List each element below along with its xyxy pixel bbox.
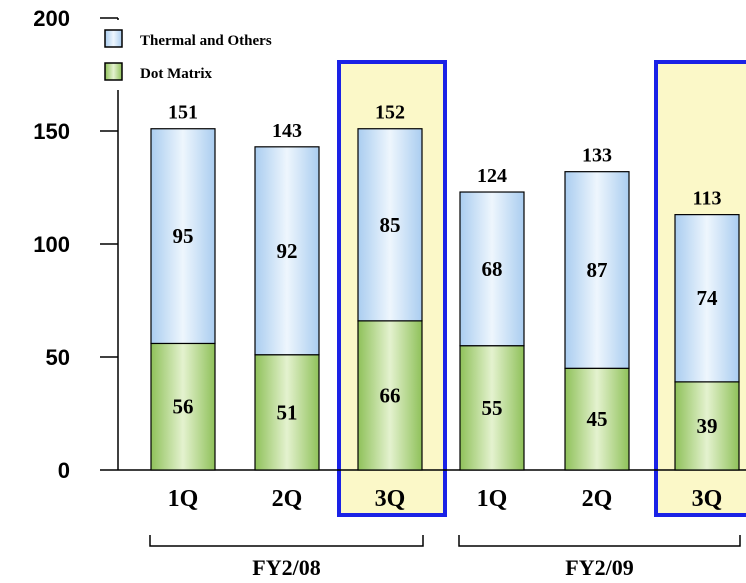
data-label-dot-matrix: 55: [482, 396, 503, 420]
legend-label-dot-matrix: Dot Matrix: [140, 66, 213, 82]
x-tick-label: 1Q: [477, 486, 508, 512]
data-label-thermal: 68: [482, 257, 503, 281]
data-label-dot-matrix: 39: [697, 414, 718, 438]
x-tick-label: 3Q: [375, 486, 406, 512]
data-label-thermal: 74: [697, 286, 719, 310]
data-label-thermal: 87: [587, 258, 608, 282]
data-label-thermal: 95: [173, 224, 194, 248]
group-label: FY2/09: [565, 555, 633, 580]
data-label-total: 133: [582, 145, 612, 167]
data-label-total: 143: [272, 120, 302, 142]
x-tick-label: 2Q: [582, 486, 613, 512]
bar-thermal-and-others: [254, 146, 320, 356]
bar-thermal-and-others: [150, 128, 216, 345]
data-label-dot-matrix: 66: [380, 383, 401, 407]
data-label-dot-matrix: 45: [587, 407, 608, 431]
data-label-dot-matrix: 56: [173, 395, 194, 419]
data-label-thermal: 92: [277, 239, 298, 263]
data-label-total: 113: [693, 188, 722, 210]
legend-swatch-thermal: [104, 29, 123, 48]
legend-swatch-dot-matrix: [104, 62, 123, 81]
x-tick-label: 2Q: [272, 486, 303, 512]
group-bracket: [458, 535, 741, 547]
y-tick-label: 50: [46, 345, 70, 370]
x-tick-label: 1Q: [168, 486, 199, 512]
bar-thermal-and-others: [357, 128, 423, 322]
y-tick-label: 100: [33, 232, 70, 257]
data-label-thermal: 85: [380, 213, 401, 237]
y-tick-label: 150: [33, 119, 70, 144]
data-label-total: 124: [477, 165, 507, 187]
bar-thermal-and-others: [459, 191, 525, 347]
bar-dot-matrix: [564, 367, 630, 471]
y-tick-label: 200: [33, 6, 70, 31]
legend: Thermal and Others Dot Matrix: [95, 20, 331, 90]
bar-dot-matrix: [254, 354, 320, 471]
group-label: FY2/08: [252, 555, 320, 580]
group-bracket: [149, 535, 424, 547]
bar-thermal-and-others: [674, 214, 740, 383]
bar-dot-matrix: [150, 342, 216, 471]
x-tick-label: 3Q: [692, 486, 723, 512]
data-label-total: 152: [375, 102, 405, 124]
data-label-dot-matrix: 51: [277, 400, 298, 424]
legend-label-thermal: Thermal and Others: [140, 33, 272, 49]
y-tick-label: 0: [58, 458, 70, 483]
bar-dot-matrix: [674, 381, 740, 471]
data-label-total: 151: [168, 102, 198, 124]
bar-dot-matrix: [459, 345, 525, 471]
bar-thermal-and-others: [564, 171, 630, 369]
